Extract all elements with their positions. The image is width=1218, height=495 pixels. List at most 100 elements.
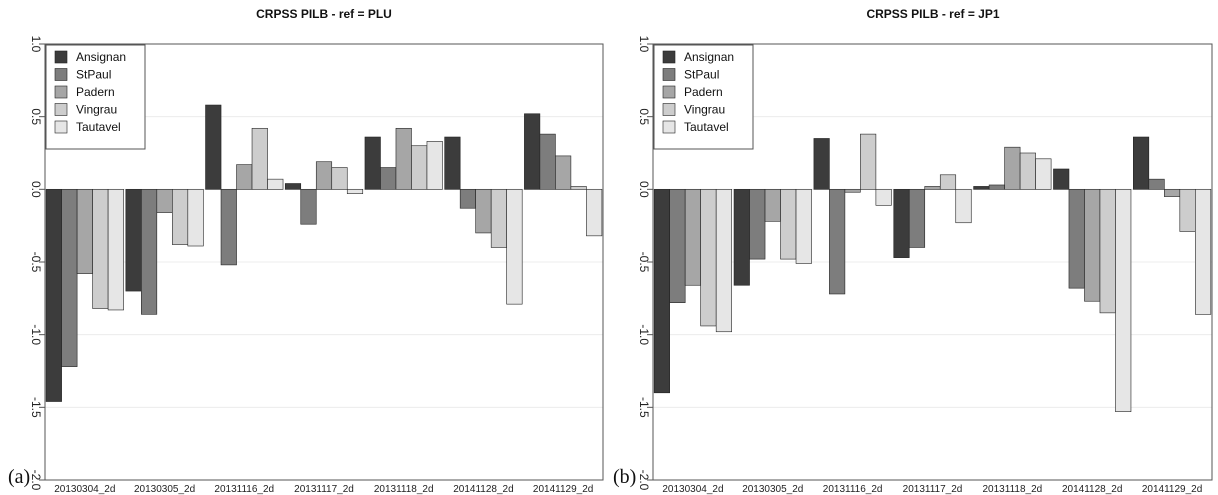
legend-label-padern: Padern xyxy=(684,85,723,99)
bar-stpaul-20130304_2d xyxy=(670,189,686,302)
bar-stpaul-20131118_2d xyxy=(380,168,396,190)
panel-label: (b) xyxy=(613,466,636,488)
bar-vingrau-20131116_2d xyxy=(860,134,876,189)
bar-padern-20141129_2d xyxy=(555,156,571,189)
bar-ansignan-20130304_2d xyxy=(46,189,62,401)
bar-tautavel-20141128_2d xyxy=(1115,189,1131,411)
bar-tautavel-20130305_2d xyxy=(188,189,204,246)
bar-stpaul-20141129_2d xyxy=(1149,179,1165,189)
x-category-label: 20130304_2d xyxy=(662,484,723,495)
bar-padern-20131118_2d xyxy=(1005,147,1021,189)
bar-tautavel-20141129_2d xyxy=(1195,189,1211,314)
legend-label-tautavel: Tautavel xyxy=(76,120,121,134)
y-tick-label: -1.0 xyxy=(29,324,43,345)
legend-label-vingrau: Vingrau xyxy=(76,103,117,117)
y-tick-label: -2.0 xyxy=(637,470,651,491)
panel-a: CRPSS PILB - ref = PLU -2.0 -1.5 -1.0 -0.5 0.… xyxy=(8,7,603,495)
bar-vingrau-20130304_2d xyxy=(701,189,717,326)
legend-label-ansignan: Ansignan xyxy=(684,50,734,64)
bar-padern-20141128_2d xyxy=(1084,189,1100,301)
bar-stpaul-20131116_2d xyxy=(829,189,845,294)
bar-tautavel-20131118_2d xyxy=(1036,159,1052,190)
legend-label-vingrau: Vingrau xyxy=(684,103,725,117)
x-category-label: 20131116_2d xyxy=(823,484,883,495)
bar-vingrau-20141129_2d xyxy=(1180,189,1196,231)
chart-title: CRPSS PILB - ref = JP1 xyxy=(866,7,999,21)
bar-vingrau-20141129_2d xyxy=(571,186,587,189)
x-category-label: 20131116_2d xyxy=(214,484,274,495)
x-category-label: 20131118_2d xyxy=(983,484,1043,495)
legend-swatch-stpaul xyxy=(55,69,67,81)
y-tick-label: 0.5 xyxy=(29,108,43,125)
legend-swatch-padern xyxy=(55,86,67,98)
bar-stpaul-20130304_2d xyxy=(62,189,78,366)
y-tick-label: 1.0 xyxy=(637,36,651,53)
y-tick-label: -1.5 xyxy=(29,397,43,418)
bar-tautavel-20141128_2d xyxy=(507,189,523,304)
x-category-label: 20131117_2d xyxy=(903,484,963,495)
bar-padern-20141129_2d xyxy=(1164,189,1180,196)
legend-label-stpaul: StPaul xyxy=(684,68,719,82)
bar-padern-20130304_2d xyxy=(77,189,93,273)
bar-tautavel-20130304_2d xyxy=(716,189,732,331)
bar-stpaul-20130305_2d xyxy=(750,189,766,259)
x-category-label: 20141129_2d xyxy=(1142,484,1202,495)
y-tick-label: 0.5 xyxy=(637,108,651,125)
bar-stpaul-20131117_2d xyxy=(301,189,317,224)
legend-swatch-ansignan xyxy=(663,51,675,63)
y-tick-label: 1.0 xyxy=(29,36,43,53)
x-category-label: 20141128_2d xyxy=(453,484,513,495)
bar-ansignan-20131117_2d xyxy=(894,189,910,257)
legend-swatch-padern xyxy=(663,86,675,98)
y-tick-label: -2.0 xyxy=(29,470,43,491)
chart-title: CRPSS PILB - ref = PLU xyxy=(256,7,392,21)
x-category-label: 20141128_2d xyxy=(1062,484,1122,495)
bar-ansignan-20131116_2d xyxy=(206,105,222,189)
bar-stpaul-20141129_2d xyxy=(540,134,556,189)
bar-stpaul-20131116_2d xyxy=(221,189,237,265)
y-tick-label: 0.0 xyxy=(29,181,43,198)
bar-ansignan-20130305_2d xyxy=(734,189,750,285)
panel-b: CRPSS PILB - ref = JP1 -2.0 -1.5 -1.0 -0.5 0.… xyxy=(613,7,1212,495)
legend-label-stpaul: StPaul xyxy=(76,68,111,82)
bar-vingrau-20141128_2d xyxy=(491,189,507,247)
bar-padern-20131116_2d xyxy=(237,165,253,190)
bar-tautavel-20130304_2d xyxy=(108,189,124,310)
legend-swatch-tautavel xyxy=(663,121,675,133)
legend-swatch-ansignan xyxy=(55,51,67,63)
bar-padern-20130304_2d xyxy=(685,189,701,285)
bar-tautavel-20131117_2d xyxy=(347,189,363,193)
bar-padern-20131118_2d xyxy=(396,128,412,189)
bar-padern-20130305_2d xyxy=(765,189,781,221)
panel-label: (a) xyxy=(8,466,30,488)
bar-vingrau-20130305_2d xyxy=(172,189,188,244)
bar-tautavel-20141129_2d xyxy=(586,189,602,236)
bar-stpaul-20131117_2d xyxy=(909,189,925,247)
y-tick-label: -1.5 xyxy=(637,397,651,418)
legend-swatch-vingrau xyxy=(55,104,67,116)
bar-ansignan-20131116_2d xyxy=(814,138,830,189)
legend-label-tautavel: Tautavel xyxy=(684,120,729,134)
y-tick-label: 0.0 xyxy=(637,181,651,198)
legend-swatch-stpaul xyxy=(663,69,675,81)
bar-tautavel-20131116_2d xyxy=(876,189,892,205)
bar-padern-20131117_2d xyxy=(925,186,941,189)
bar-padern-20130305_2d xyxy=(157,189,173,212)
bar-ansignan-20141128_2d xyxy=(1053,169,1069,189)
bar-stpaul-20141128_2d xyxy=(1069,189,1085,288)
legend-swatch-vingrau xyxy=(663,104,675,116)
x-category-label: 20130304_2d xyxy=(54,484,115,495)
bar-vingrau-20131116_2d xyxy=(252,128,267,189)
bar-vingrau-20130304_2d xyxy=(93,189,109,308)
bar-tautavel-20130305_2d xyxy=(796,189,812,263)
bar-ansignan-20130305_2d xyxy=(126,189,142,291)
x-category-label: 20130305_2d xyxy=(742,484,803,495)
bar-vingrau-20131118_2d xyxy=(1020,153,1036,189)
x-category-label: 20131117_2d xyxy=(294,484,354,495)
bar-tautavel-20131116_2d xyxy=(268,179,284,189)
x-category-label: 20131118_2d xyxy=(374,484,434,495)
bar-ansignan-20130304_2d xyxy=(654,189,670,392)
legend-swatch-tautavel xyxy=(55,121,67,133)
legend-label-ansignan: Ansignan xyxy=(76,50,126,64)
bar-vingrau-20131117_2d xyxy=(940,175,956,190)
